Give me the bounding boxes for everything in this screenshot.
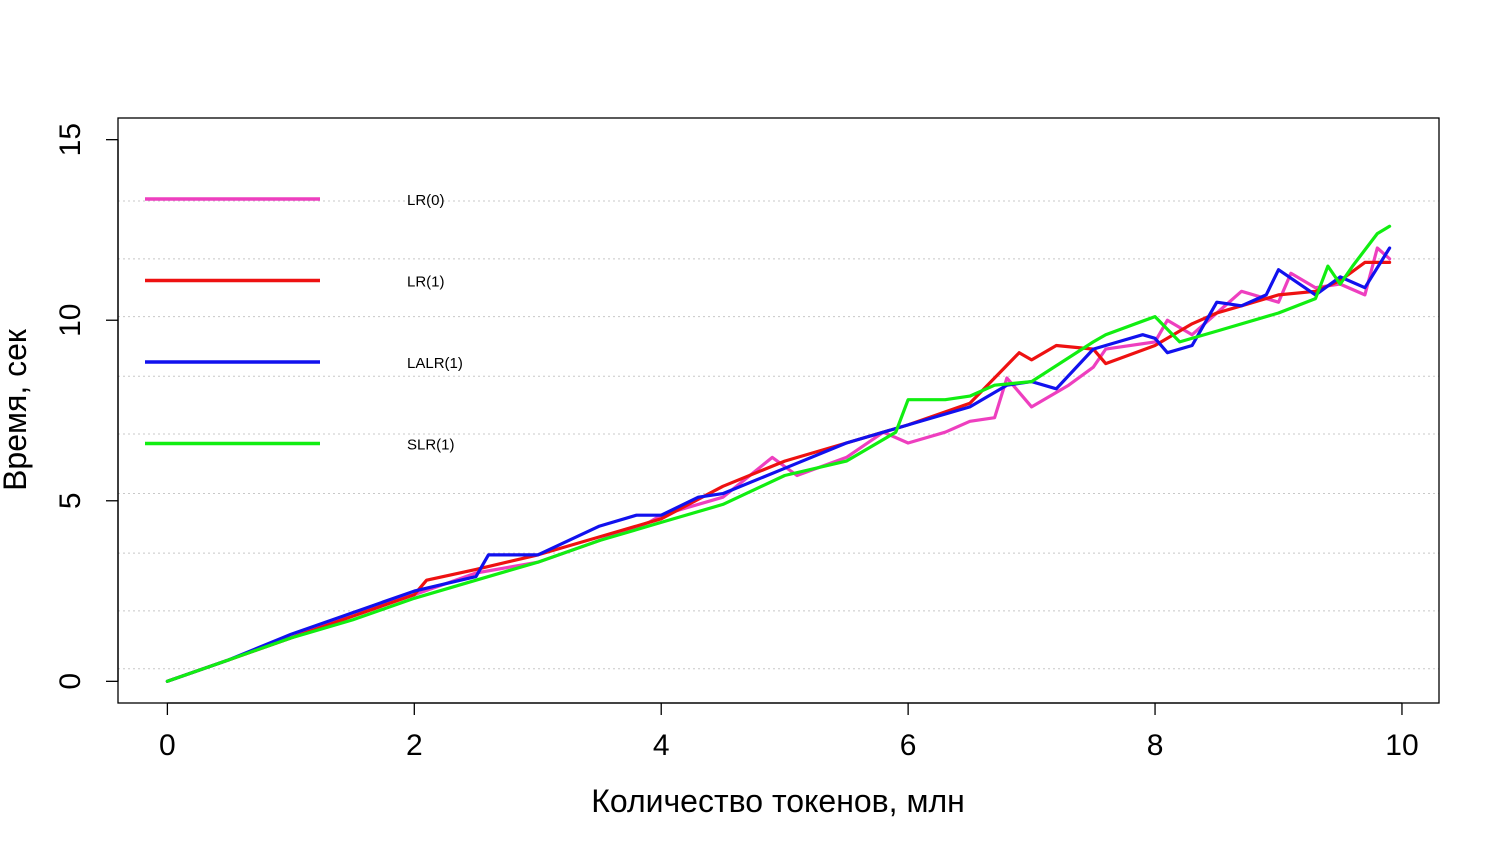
x-tick-label: 6 [900, 729, 917, 762]
series-line-lr-1 [165, 260, 1392, 683]
legend: LR(0) LR(1) LALR(1) SLR(1) [145, 192, 463, 454]
y-tick-label: 15 [54, 123, 87, 156]
x-tick-label: 10 [1385, 729, 1418, 762]
y-tick-label: 0 [54, 673, 87, 690]
x-axis-title: Количество токенов, млн [591, 783, 965, 819]
x-tick-label: 0 [159, 729, 176, 762]
x-tick-label: 8 [1147, 729, 1164, 762]
x-tick-label: 2 [406, 729, 423, 762]
grid-lines [118, 200, 1439, 670]
legend-label: LALR(1) [407, 355, 463, 372]
legend-label: LR(0) [407, 192, 445, 209]
series-lines [165, 224, 1392, 683]
y-tick-label: 10 [54, 304, 87, 337]
series-line-lalr-1 [165, 246, 1392, 683]
x-tick-label: 4 [653, 729, 670, 762]
y-tick-label: 5 [54, 492, 87, 509]
legend-label: LR(1) [407, 274, 445, 291]
series-line-slr-1 [165, 224, 1392, 683]
y-axis-title: Время, сек [0, 328, 33, 491]
x-axis: 0 2 4 6 8 10 [159, 702, 1419, 762]
y-axis: 0 5 10 15 [54, 123, 119, 690]
legend-label: SLR(1) [407, 437, 455, 454]
